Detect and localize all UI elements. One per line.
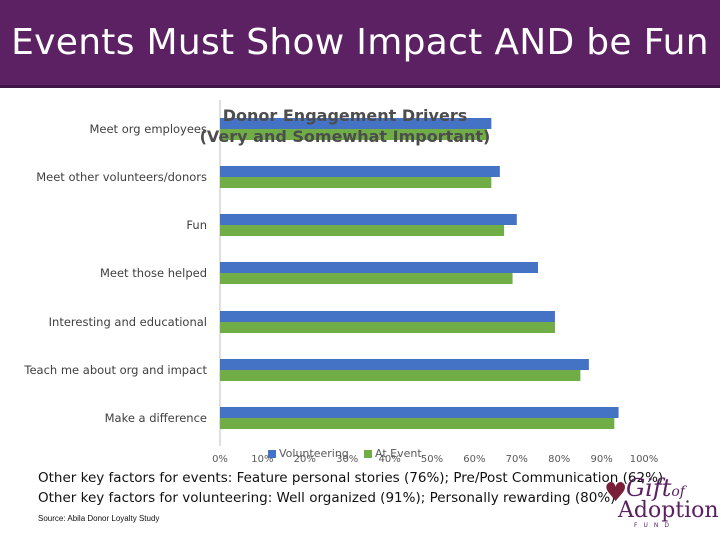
x-tick-label: 30% — [336, 454, 358, 465]
category-label: Meet those helped — [100, 266, 207, 280]
x-tick-label: 10% — [251, 454, 273, 465]
bar-chart: Meet org employees Meet other volunteers/… — [23, 100, 659, 465]
chart-title: Donor Engagement Drivers — [223, 106, 467, 125]
bar-at-event — [220, 129, 488, 140]
category-label: Meet other volunteers/donors — [36, 170, 207, 184]
x-tick-label: 70% — [506, 454, 528, 465]
legend-swatch — [364, 450, 372, 458]
x-tick-label: 100% — [630, 454, 659, 465]
bar-volunteering — [220, 311, 555, 322]
bar-volunteering — [220, 118, 492, 129]
category-label: Meet org employees — [89, 122, 207, 136]
chart-subtitle: (Very and Somewhat Important) — [200, 127, 491, 146]
heart-icon: ♥ — [604, 478, 628, 508]
category-label: Make a difference — [105, 411, 207, 425]
x-tick-label: 90% — [590, 454, 612, 465]
legend-label: Volunteering — [279, 447, 349, 460]
x-tick-label: 20% — [294, 454, 316, 465]
bar-at-event — [220, 273, 513, 284]
logo-fund-text: FUND — [634, 522, 675, 529]
category-label: Interesting and educational — [49, 315, 207, 329]
bar-at-event — [220, 225, 505, 236]
bar-volunteering — [220, 166, 500, 177]
x-tick-label: 60% — [463, 454, 485, 465]
legend-label: At Event — [375, 447, 422, 460]
bar-at-event — [220, 418, 615, 429]
bar-at-event — [220, 322, 555, 333]
volunteering-factors-note: Other key factors for volunteering: Well… — [38, 490, 616, 506]
bar-volunteering — [220, 359, 589, 370]
bar-at-event — [220, 177, 492, 188]
events-factors-note: Other key factors for events: Feature pe… — [38, 470, 664, 486]
legend-swatch — [268, 450, 276, 458]
category-label: Teach me about org and impact — [23, 363, 207, 377]
logo-gift-text: Giftof — [626, 474, 685, 502]
logo-adoption-text: Adoption — [618, 498, 719, 523]
bar-volunteering — [220, 262, 538, 273]
x-tick-label: 0% — [212, 454, 228, 465]
slide-title: Events Must Show Impact AND be Fun — [11, 22, 709, 63]
bar-volunteering — [220, 214, 517, 225]
bar-at-event — [220, 370, 581, 381]
source-note: Source: Abila Donor Loyalty Study — [38, 514, 160, 523]
bar-volunteering — [220, 407, 619, 418]
x-tick-label: 80% — [548, 454, 570, 465]
category-label: Fun — [186, 218, 207, 232]
gift-of-adoption-logo: ♥ Giftof Adoption FUND — [604, 474, 719, 530]
title-banner: Events Must Show Impact AND be Fun — [0, 0, 720, 88]
x-tick-label: 40% — [378, 454, 400, 465]
x-tick-label: 50% — [421, 454, 443, 465]
